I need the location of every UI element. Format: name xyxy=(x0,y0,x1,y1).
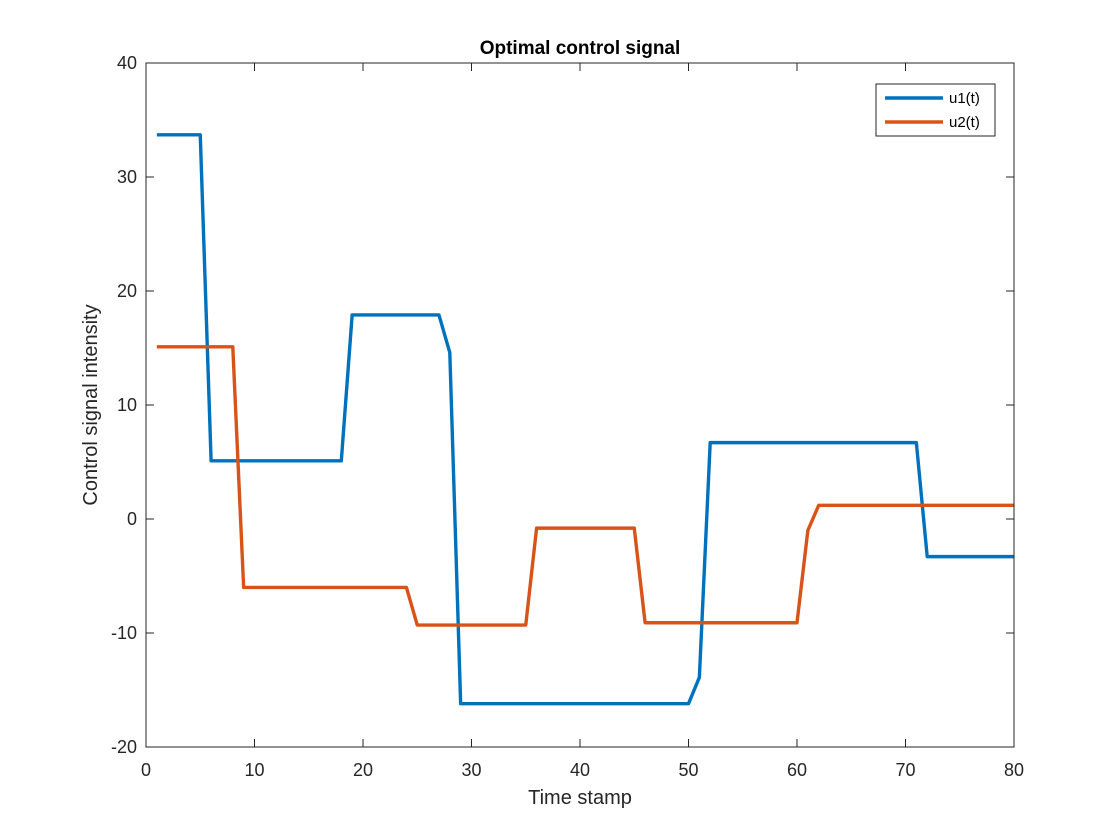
x-tick-label: 0 xyxy=(141,760,151,780)
y-tick-label: 20 xyxy=(117,281,137,301)
x-axis-label: Time stamp xyxy=(528,787,632,809)
legend-label-1: u1(t) xyxy=(949,90,980,107)
legend: u1(t) u2(t) xyxy=(875,83,996,137)
x-tick-label: 40 xyxy=(570,760,590,780)
x-tick-label: 80 xyxy=(1004,760,1024,780)
plot-area xyxy=(146,63,1014,747)
y-tick-label: -10 xyxy=(111,623,137,643)
x-tick-label: 50 xyxy=(678,760,698,780)
x-tick-label: 10 xyxy=(244,760,264,780)
y-axis-label: Control signal intensity xyxy=(80,304,102,505)
legend-box xyxy=(875,83,996,137)
y-tick-label: 10 xyxy=(117,395,137,415)
series-line-2 xyxy=(156,345,1014,627)
y-tick-label: 30 xyxy=(117,167,137,187)
chart-title: Optimal control signal xyxy=(480,38,681,59)
legend-label-2: u2(t) xyxy=(949,114,980,131)
x-tick-label: 30 xyxy=(461,760,481,780)
series-line-1 xyxy=(156,133,1014,706)
x-tick-label: 20 xyxy=(353,760,373,780)
y-tick-label: 40 xyxy=(117,53,137,73)
y-tick-label: 0 xyxy=(127,509,137,529)
y-tick-label: -20 xyxy=(111,737,137,757)
x-tick-label: 70 xyxy=(895,760,915,780)
x-tick-label: 60 xyxy=(787,760,807,780)
plot-layer: 0 10 20 30 40 50 60 70 80 -20 -10 0 10 20 30 40 xyxy=(111,53,1024,780)
